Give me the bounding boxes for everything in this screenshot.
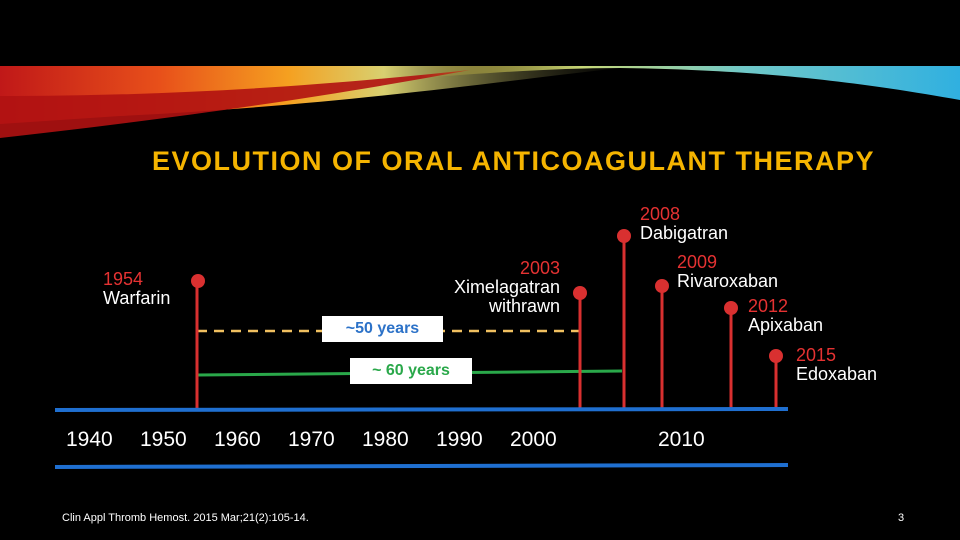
event-label-rivaroxaban: 2009 Rivaroxaban	[677, 253, 778, 291]
event-name-line-1: Ximelagatran	[453, 277, 560, 297]
timeline-axis-top	[54, 407, 789, 412]
event-year: 2009	[677, 252, 718, 272]
citation: Clin Appl Thromb Hemost. 2015 Mar;21(2):…	[62, 512, 309, 524]
axis-tick-label: 1980	[362, 428, 409, 451]
axis-tick-label: 1960	[214, 428, 261, 451]
event-marker-2012	[724, 301, 738, 315]
header-swoosh-cool	[420, 66, 960, 100]
header-swoosh-red	[0, 70, 470, 138]
event-name: Dabigatran	[640, 223, 729, 243]
event-year: 2008	[640, 204, 681, 224]
event-year: 2015	[796, 345, 837, 365]
event-label-edoxaban: 2015 Edoxaban	[796, 346, 877, 384]
axis-tick-label: 1950	[140, 428, 187, 451]
event-marker-2009	[655, 279, 669, 293]
event-marker-2008	[617, 229, 631, 243]
event-label-dabigatran: 2008 Dabigatran	[640, 205, 728, 243]
span-50-label: ~50 years	[322, 316, 443, 342]
axis-tick-label: 2010	[658, 428, 705, 451]
event-marker-2003	[573, 286, 587, 300]
event-label-warfarin: 1954 Warfarin	[103, 270, 170, 308]
axis-tick-label: 1970	[288, 428, 335, 451]
event-name: Warfarin	[103, 288, 171, 308]
event-name: Edoxaban	[796, 364, 878, 384]
event-marker-1954	[191, 274, 205, 288]
axis-tick-label: 1990	[436, 428, 483, 451]
span-60-label: ~ 60 years	[350, 358, 472, 384]
timeline-axis-bottom	[54, 463, 789, 469]
axis-tick-label: 1940	[66, 428, 113, 451]
event-name: Apixaban	[748, 315, 824, 335]
event-label-apixaban: 2012 Apixaban	[748, 297, 823, 335]
event-name: Rivaroxaban	[677, 271, 779, 291]
page-number: 3	[898, 512, 905, 524]
event-marker-2015	[769, 349, 783, 363]
event-year: 1954	[103, 269, 144, 289]
slide-title: EVOLUTION OF ORAL ANTICOAGULANT THERAPY	[152, 146, 875, 176]
axis-tick-label: 2000	[510, 428, 557, 451]
event-year: 2012	[748, 296, 789, 316]
event-year: 2003	[519, 258, 560, 278]
event-label-ximelagatran: 2003 Ximelagatran withrawn	[454, 259, 560, 316]
event-name-line-2: withrawn	[488, 296, 560, 316]
